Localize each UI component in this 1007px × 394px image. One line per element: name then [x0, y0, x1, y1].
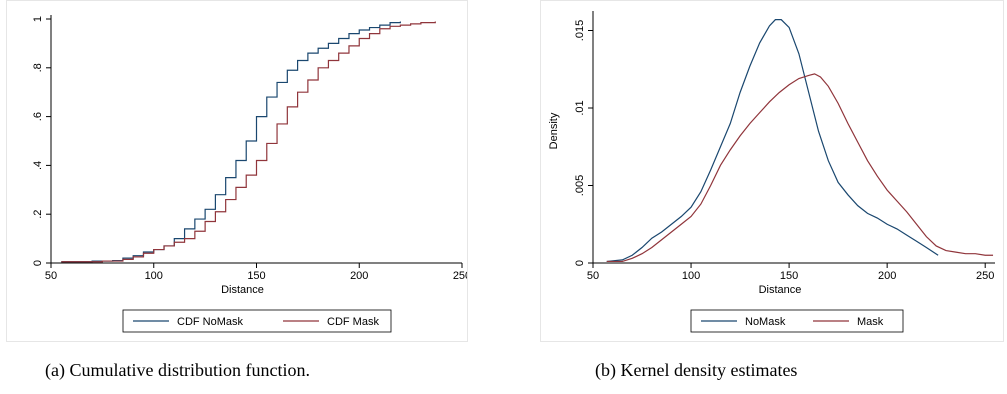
- kde-y-tick-label: .005: [574, 175, 586, 196]
- cdf-x-axis-label: Distance: [221, 284, 264, 296]
- kde-x-tick: 250: [976, 263, 994, 282]
- kde-y-tick: .005: [574, 175, 593, 196]
- kde-x-tick: 150: [780, 263, 798, 282]
- cdf-y-tick: .4: [32, 161, 51, 170]
- kde-x-tick-label: 50: [587, 270, 599, 282]
- kde-x-tick: 100: [682, 263, 700, 282]
- cdf-y-tick-label: .2: [32, 210, 44, 219]
- kde-x-tick-label: 150: [780, 270, 798, 282]
- cdf-series-cdf-nomask: [61, 21, 401, 263]
- cdf-y-tick: 1: [32, 16, 51, 22]
- cdf-y-tick-label: .6: [32, 112, 44, 121]
- cdf-y-tick: .8: [32, 63, 51, 72]
- kde-legend-label: Mask: [857, 316, 884, 328]
- kde-series-nomask: [606, 19, 939, 263]
- cdf-chart: 50 100 150 200 250 0 .2 .4 .6 .8 1 Distance CDF NoMa…: [32, 15, 467, 333]
- kde-y-tick-label: .01: [574, 100, 586, 115]
- cdf-y-tick-label: .8: [32, 63, 44, 72]
- cdf-y-tick-label: 1: [32, 16, 44, 22]
- cdf-x-tick: 100: [145, 263, 163, 282]
- kde-y-tick-label: .015: [574, 20, 586, 41]
- cdf-y-tick-label: .4: [32, 161, 44, 170]
- kde-y-axis-label: Density: [548, 112, 560, 149]
- kde-x-axis-label: Distance: [759, 284, 802, 296]
- cdf-legend: CDF NoMask CDF Mask: [122, 309, 392, 333]
- kde-series-mask: [606, 73, 994, 263]
- kde-chart-panel: 50 100 150 200 250 0 .005 .01 .015 Distance Densit…: [540, 0, 1004, 342]
- cdf-x-tick-label: 50: [45, 270, 57, 282]
- cdf-y-tick-label: 0: [32, 260, 44, 266]
- cdf-series-cdf-mask: [61, 21, 436, 263]
- kde-y-tick: 0: [574, 260, 593, 266]
- kde-x-tick-label: 200: [878, 270, 896, 282]
- cdf-x-tick: 250: [453, 263, 467, 282]
- kde-legend-label: NoMask: [745, 316, 786, 328]
- cdf-x-tick: 150: [247, 263, 266, 282]
- caption-cdf: (a) Cumulative distribution function.: [45, 360, 310, 380]
- cdf-y-tick: .6: [32, 112, 51, 121]
- cdf-chart-panel: 50 100 150 200 250 0 .2 .4 .6 .8 1 Distance CDF NoMa…: [6, 0, 468, 342]
- cdf-x-tick-label: 250: [453, 270, 467, 282]
- kde-y-tick: .015: [574, 20, 593, 41]
- kde-legend: NoMask Mask: [690, 309, 904, 333]
- cdf-x-tick-label: 150: [247, 270, 265, 282]
- kde-y-tick-label: 0: [574, 260, 586, 266]
- cdf-x-tick-label: 200: [350, 270, 368, 282]
- kde-chart: 50 100 150 200 250 0 .005 .01 .015 Distance Densit…: [548, 11, 995, 333]
- kde-x-tick: 200: [878, 263, 896, 282]
- cdf-x-tick: 200: [350, 263, 368, 282]
- kde-x-tick: 50: [587, 263, 599, 282]
- cdf-y-tick: .2: [32, 210, 51, 219]
- cdf-legend-label: CDF Mask: [327, 316, 379, 328]
- kde-x-tick-label: 250: [976, 270, 994, 282]
- cdf-x-tick: 50: [45, 263, 57, 282]
- cdf-x-tick-label: 100: [145, 270, 163, 282]
- cdf-y-tick: 0: [32, 260, 51, 266]
- kde-x-tick-label: 100: [682, 270, 700, 282]
- kde-y-tick: .01: [574, 100, 593, 116]
- caption-kde: (b) Kernel density estimates: [595, 360, 798, 380]
- cdf-legend-label: CDF NoMask: [177, 316, 244, 328]
